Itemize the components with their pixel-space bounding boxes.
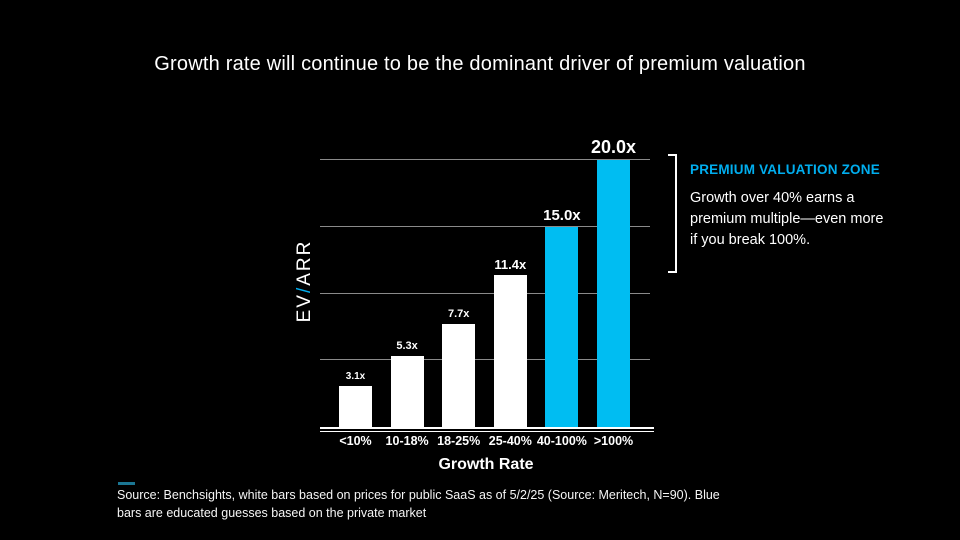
bar-value-label: 5.3x xyxy=(396,340,418,353)
gridline xyxy=(320,225,650,227)
bar-value-label: 20.0x xyxy=(590,137,637,157)
x-axis-line xyxy=(320,427,654,429)
gridline xyxy=(320,292,650,294)
x-tick-label: 25-40% xyxy=(488,434,532,448)
x-tick-label: 10-18% xyxy=(385,434,429,448)
bar-2 xyxy=(442,324,476,427)
premium-zone-bracket xyxy=(668,154,677,273)
x-axis-title: Growth Rate xyxy=(438,456,534,473)
x-tick-label: <10% xyxy=(339,434,372,448)
x-tick-label: 40-100% xyxy=(536,434,587,448)
bar-5 xyxy=(597,160,630,427)
x-tick-label: 18-25% xyxy=(437,434,481,448)
slide-title: Growth rate will continue to be the domi… xyxy=(154,53,806,75)
bar-value-label: 15.0x xyxy=(543,206,581,224)
footer-accent-line xyxy=(118,482,135,485)
bar-value-label: 11.4x xyxy=(494,256,527,272)
premium-zone-annotation: PREMIUM VALUATION ZONE Growth over 40% e… xyxy=(690,162,905,251)
gridline xyxy=(320,159,650,160)
bar-3 xyxy=(493,274,527,427)
x-axis-underline xyxy=(320,430,654,432)
bar-4 xyxy=(545,226,579,427)
gridline xyxy=(320,359,650,361)
bar-value-label: 7.7x xyxy=(447,308,470,321)
x-tick-label: >100% xyxy=(593,434,634,448)
annotation-heading: PREMIUM VALUATION ZONE xyxy=(690,162,880,177)
bar-value-label: 3.1x xyxy=(345,370,366,382)
source-note: Source: Benchsights, white bars based on… xyxy=(117,488,720,520)
annotation-body: Growth over 40% earns a premium multiple… xyxy=(690,190,884,248)
bar-1 xyxy=(390,356,424,427)
bar-0 xyxy=(339,385,372,427)
